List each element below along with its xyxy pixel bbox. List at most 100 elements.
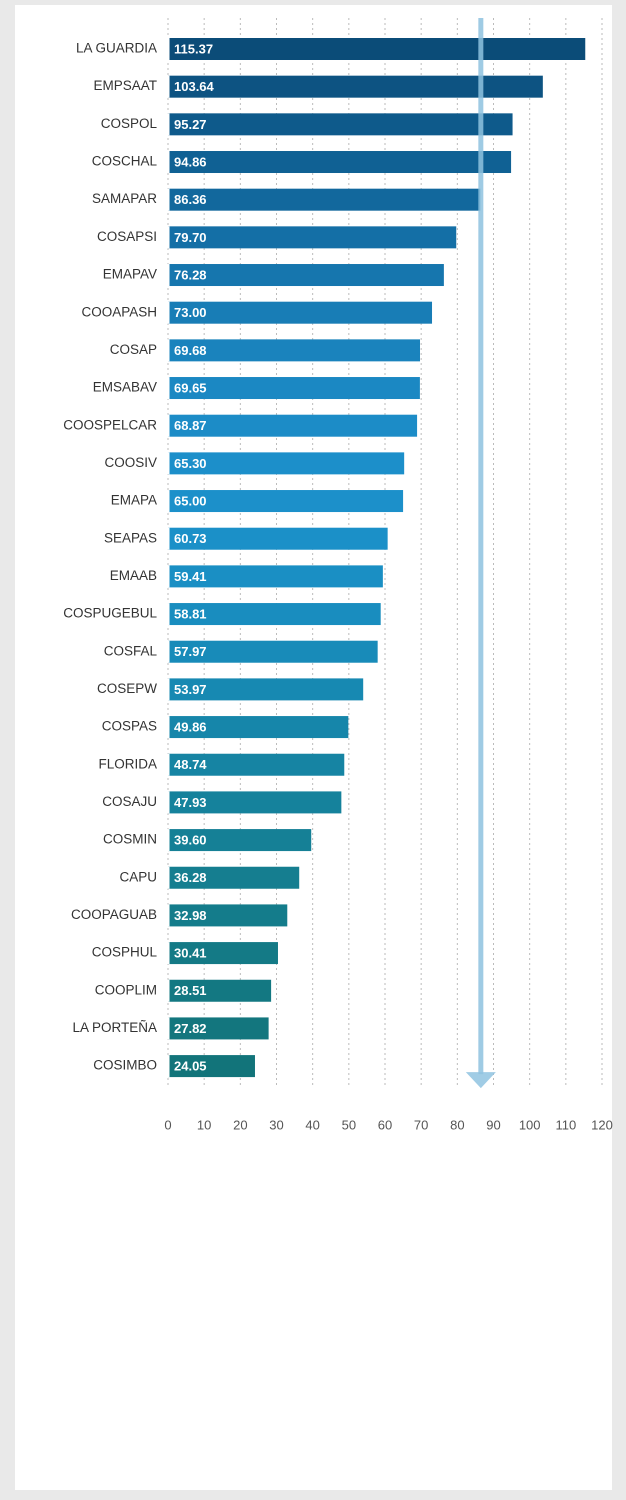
x-tick-label: 60 (378, 1117, 392, 1132)
category-label: SEAPAS (104, 530, 157, 545)
value-label: 49.86 (174, 719, 207, 734)
category-label: COSPOL (101, 116, 158, 131)
value-label: 95.27 (174, 117, 207, 132)
value-label: 24.05 (174, 1059, 207, 1074)
category-label: EMAPAV (103, 267, 157, 282)
value-label: 76.28 (174, 267, 207, 282)
value-label: 65.30 (174, 456, 207, 471)
bar (168, 414, 418, 437)
bar (168, 452, 405, 475)
x-tick-label: 40 (305, 1117, 319, 1132)
x-tick-label: 70 (414, 1117, 428, 1132)
x-tick-label: 90 (486, 1117, 500, 1132)
category-label: LA GUARDIA (76, 41, 157, 56)
category-label: COSAPSI (97, 229, 157, 244)
category-label: COSFAL (104, 643, 158, 658)
value-label: 47.93 (174, 795, 207, 810)
x-tick-label: 30 (269, 1117, 283, 1132)
bar (168, 339, 421, 362)
bar (168, 1017, 269, 1040)
bar (168, 490, 404, 513)
value-label: 60.73 (174, 531, 207, 546)
bar (168, 301, 433, 324)
bar (168, 264, 444, 287)
value-label: 39.60 (174, 833, 207, 848)
bar (168, 979, 272, 1002)
category-label: COSMIN (103, 832, 157, 847)
category-label: EMAAB (110, 568, 157, 583)
bar (168, 753, 345, 776)
category-label: COOSIV (104, 455, 157, 470)
value-label: 68.87 (174, 418, 207, 433)
bar (168, 151, 512, 174)
value-label: 79.70 (174, 230, 207, 245)
bar (168, 829, 312, 852)
bar (168, 904, 288, 927)
value-label: 48.74 (174, 757, 207, 772)
category-label: EMAPA (111, 493, 157, 508)
category-label: COSPUGEBUL (63, 606, 157, 621)
category-label: COOAPASH (81, 304, 157, 319)
category-label: CAPU (119, 869, 157, 884)
x-tick-label: 0 (164, 1117, 171, 1132)
bar (168, 527, 388, 550)
category-label: SAMAPAR (92, 191, 157, 206)
category-label: EMSABAV (93, 380, 157, 395)
value-label: 103.64 (174, 79, 215, 94)
x-tick-label: 80 (450, 1117, 464, 1132)
category-label: FLORIDA (98, 756, 157, 771)
bar (168, 603, 381, 626)
bar (168, 942, 278, 965)
category-label: COSEPW (97, 681, 157, 696)
category-label: COSAJU (102, 794, 157, 809)
x-tick-label: 50 (342, 1117, 356, 1132)
bar (168, 38, 586, 60)
bar (168, 791, 342, 814)
value-label: 59.41 (174, 569, 207, 584)
value-label: 27.82 (174, 1021, 207, 1036)
category-label: COOPAGUAB (71, 907, 157, 922)
bar (168, 188, 481, 211)
value-label: 115.37 (174, 41, 213, 56)
bar (168, 640, 378, 663)
category-label: LA PORTEÑA (72, 1020, 157, 1035)
x-tick-label: 120 (591, 1117, 613, 1132)
value-label: 58.81 (174, 606, 207, 621)
x-tick-label: 20 (233, 1117, 247, 1132)
bar (168, 866, 300, 889)
value-label: 69.65 (174, 380, 207, 395)
bar (168, 716, 349, 739)
value-label: 94.86 (174, 154, 207, 169)
bar (168, 1055, 255, 1078)
bar (168, 75, 543, 98)
value-label: 36.28 (174, 870, 207, 885)
value-label: 28.51 (174, 983, 207, 998)
bar (168, 565, 383, 588)
value-label: 57.97 (174, 644, 207, 659)
x-tick-label: 110 (555, 1117, 576, 1132)
category-label: COSIMBO (93, 1058, 157, 1073)
category-label: COSCHAL (92, 154, 158, 169)
x-tick-label: 100 (519, 1117, 541, 1132)
category-label: COOPLIM (95, 982, 157, 997)
value-label: 73.00 (174, 305, 207, 320)
x-tick-label: 10 (197, 1117, 211, 1132)
value-label: 86.36 (174, 192, 207, 207)
value-label: 65.00 (174, 493, 207, 508)
category-label: EMPSAAT (93, 78, 157, 93)
value-label: 69.68 (174, 343, 207, 358)
bar (168, 113, 513, 136)
bar (168, 678, 364, 701)
category-label: COOSPELCAR (63, 417, 157, 432)
bar (168, 377, 420, 400)
value-label: 32.98 (174, 908, 207, 923)
category-label: COSPAS (102, 719, 157, 734)
category-label: COSPHUL (92, 945, 158, 960)
reference-arrow (465, 1072, 496, 1089)
panel (15, 5, 612, 1490)
value-label: 30.41 (174, 946, 207, 961)
category-label: COSAP (110, 342, 157, 357)
bar (168, 226, 457, 249)
value-label: 53.97 (174, 682, 207, 697)
